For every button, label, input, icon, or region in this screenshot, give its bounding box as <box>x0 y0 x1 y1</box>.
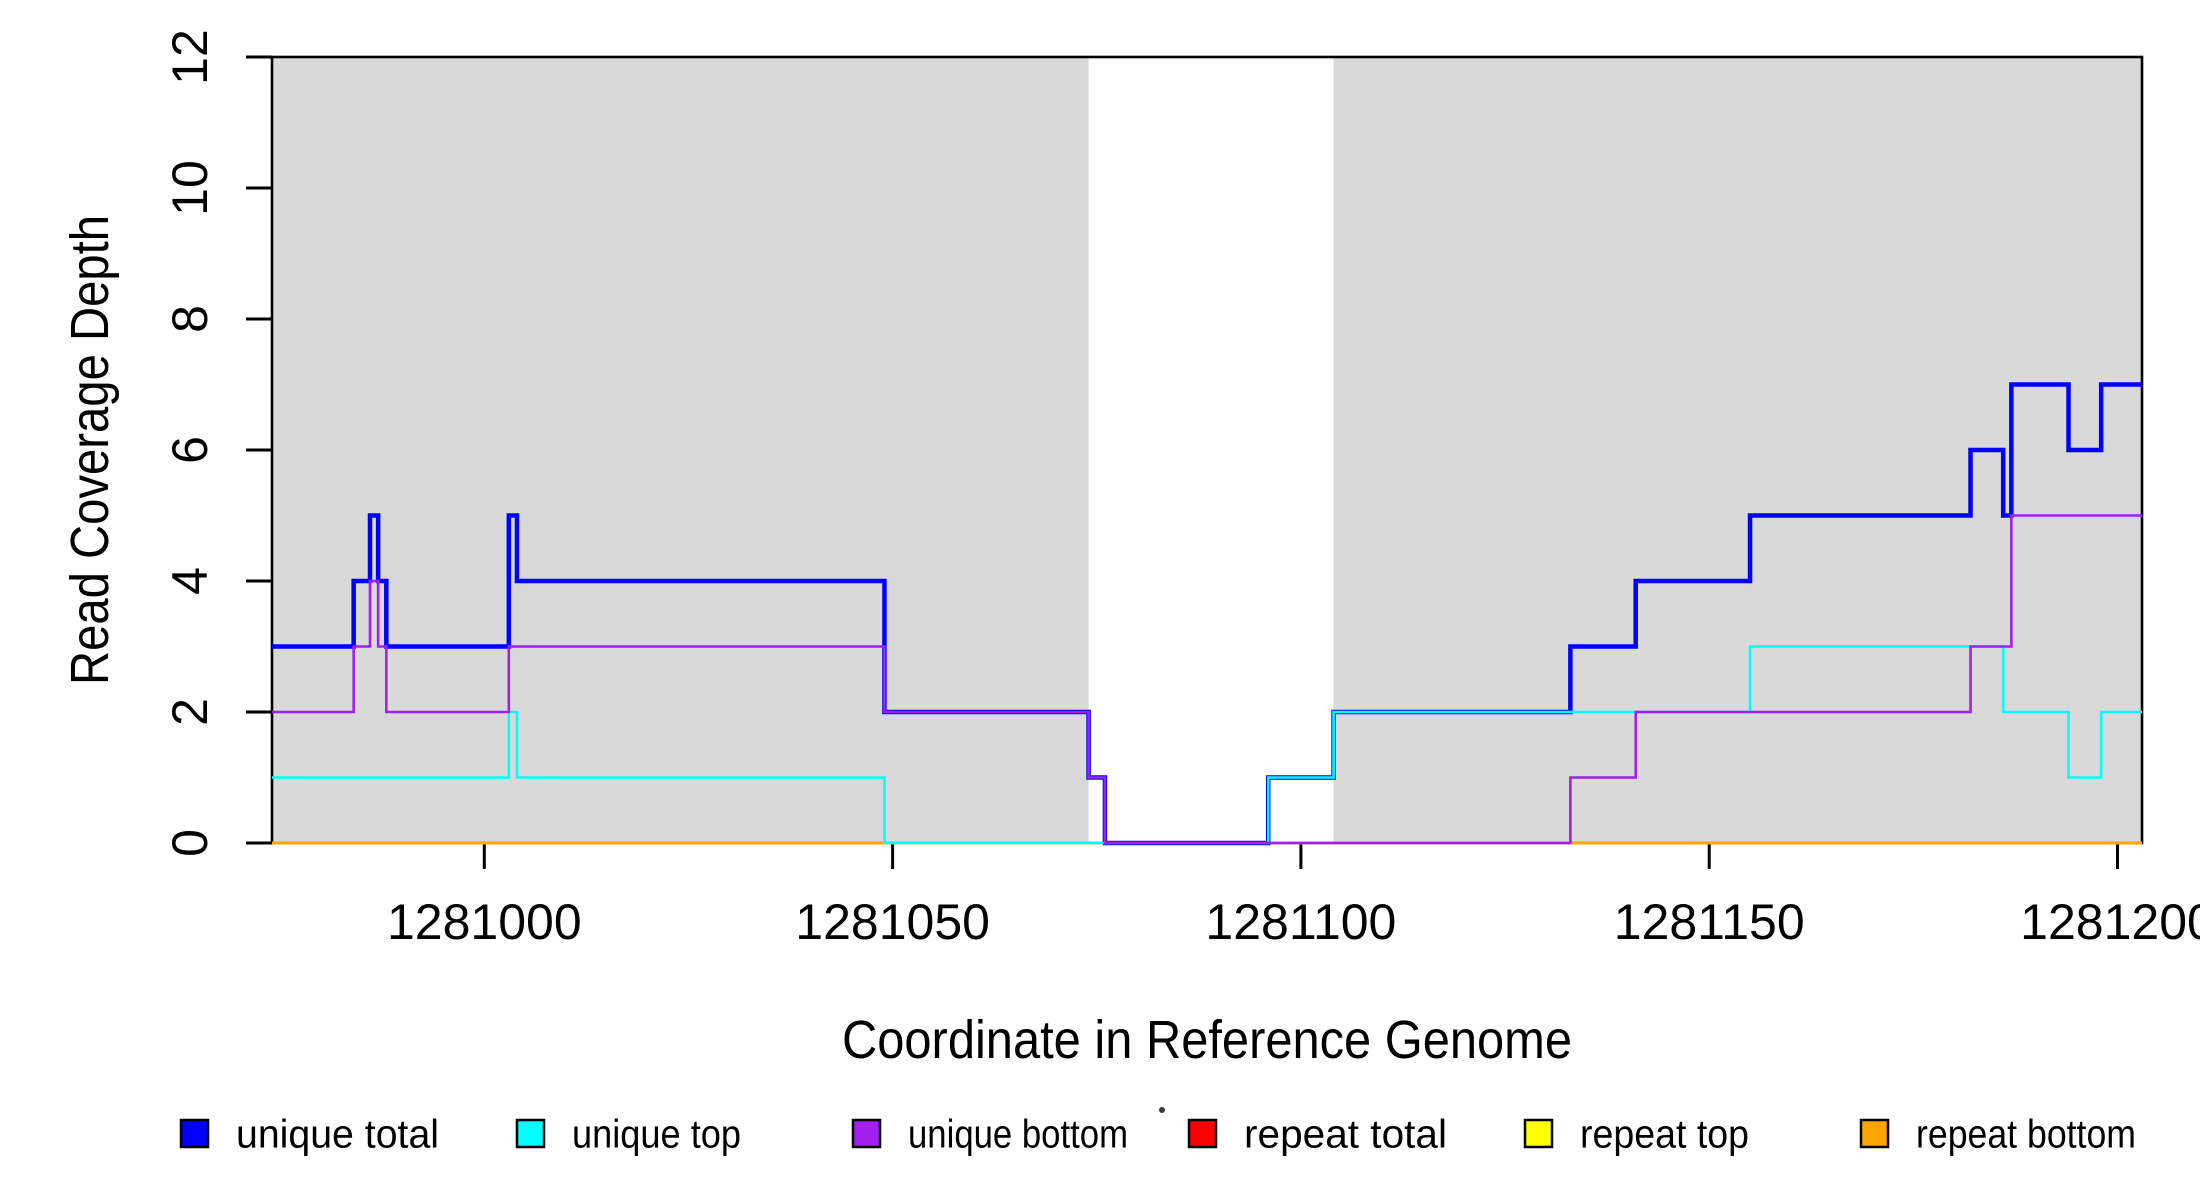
legend-swatch-unique-bottom <box>851 1118 882 1149</box>
y-tick-label: 0 <box>162 829 218 857</box>
x-tick-label: 1281000 <box>387 894 582 950</box>
x-tick-label: 1281100 <box>1205 894 1396 950</box>
shaded-region-right <box>1333 57 2142 843</box>
legend-swatch-repeat-total <box>1187 1118 1218 1149</box>
y-tick-label: 6 <box>162 436 218 464</box>
y-tick-label: 2 <box>162 698 218 726</box>
legend-label-repeat-top: repeat top <box>1580 1113 1749 1157</box>
shaded-region-left <box>272 57 1089 843</box>
y-tick-label: 12 <box>162 29 218 85</box>
y-axis-ticks: 0 2 4 6 8 10 12 <box>162 29 272 857</box>
legend: unique total unique top unique bottom repea… <box>179 1107 2136 1157</box>
legend-label-repeat-bottom: repeat bottom <box>1916 1113 2136 1157</box>
series-line-unique-top <box>272 645 2142 845</box>
legend-swatch-unique-top <box>515 1118 546 1149</box>
legend-label-unique-total: unique total <box>236 1113 439 1157</box>
series-lines <box>272 382 2142 846</box>
legend-label-unique-top: unique top <box>572 1113 741 1157</box>
series-line-unique-bottom <box>272 514 2142 845</box>
legend-item-unique-top: unique top <box>515 1113 741 1157</box>
y-tick-label: 10 <box>162 160 218 216</box>
x-tick-label: 1281150 <box>1614 894 1805 950</box>
legend-item-repeat-total: repeat total <box>1187 1113 1447 1157</box>
legend-item-repeat-top: repeat top <box>1523 1113 1749 1157</box>
legend-item-unique-total: unique total <box>179 1113 439 1157</box>
legend-swatch-unique-total <box>179 1118 210 1149</box>
x-axis-title: Coordinate in Reference Genome <box>842 1010 1572 1070</box>
legend-swatch-repeat-top <box>1523 1118 1554 1149</box>
stray-mark <box>1159 1107 1165 1113</box>
x-axis-ticks: 1281000 1281050 1281100 1281150 1281200 <box>387 843 2200 950</box>
x-tick-label: 1281050 <box>795 894 990 950</box>
y-tick-label: 4 <box>162 567 218 595</box>
y-tick-label: 8 <box>162 305 218 333</box>
legend-swatch-repeat-bottom <box>1859 1118 1890 1149</box>
highlight-regions <box>272 57 2142 843</box>
x-tick-label: 1281200 <box>2020 894 2200 950</box>
legend-item-repeat-bottom: repeat bottom <box>1859 1113 2136 1157</box>
legend-item-unique-bottom: unique bottom <box>851 1113 1128 1157</box>
legend-label-unique-bottom: unique bottom <box>908 1113 1128 1157</box>
y-axis-title: Read Coverage Depth <box>60 215 120 685</box>
legend-label-repeat-total: repeat total <box>1244 1113 1447 1157</box>
